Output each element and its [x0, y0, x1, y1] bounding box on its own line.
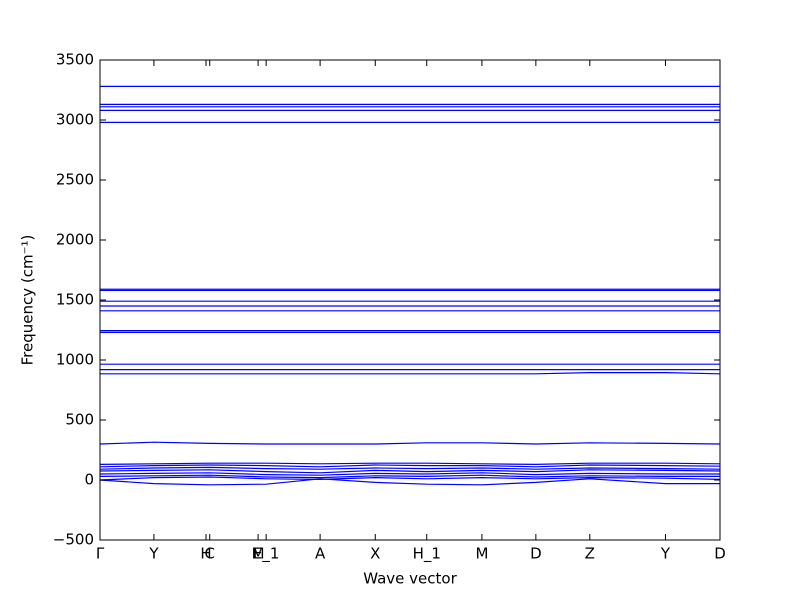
band-line [99, 472, 720, 476]
y-tick-label: −500 [53, 531, 94, 549]
x-tick-label: Γ [96, 545, 105, 563]
band-line [99, 466, 721, 470]
x-tick-label: M [252, 545, 265, 563]
band-line [99, 478, 720, 486]
x-axis-label: Wave vector [363, 570, 457, 588]
band-line [99, 462, 721, 466]
x-tick-label: Y [660, 545, 671, 563]
x-tick-label: Y [148, 545, 159, 563]
x-tick-label: D [530, 545, 542, 563]
band-line [99, 476, 721, 481]
y-tick-label: 3000 [56, 111, 94, 129]
x-tick-label: E_1 [253, 545, 280, 564]
plot-frame [99, 59, 721, 541]
y-tick-label: 2500 [56, 171, 94, 189]
x-tick-label: X [370, 545, 380, 563]
y-tick-label: 1500 [56, 291, 94, 309]
x-tick-label: M [475, 545, 488, 563]
x-tick-label: C [204, 545, 214, 563]
band-line [99, 474, 720, 479]
y-tick-label: 0 [84, 471, 94, 489]
band-line [99, 464, 721, 468]
x-tick-label: H [200, 545, 211, 563]
y-tick-label: 3500 [56, 51, 94, 69]
x-tick-label: Z [585, 545, 595, 563]
y-tick-label: 2000 [56, 231, 94, 249]
band-line [99, 469, 721, 474]
x-tick-label: D [714, 545, 726, 563]
y-tick-label: 500 [65, 411, 94, 429]
x-tick-label: A [315, 545, 326, 563]
y-axis-label: Frequency (cm⁻¹) [19, 235, 37, 366]
band-line [100, 372, 721, 375]
y-tick-label: 1000 [56, 351, 94, 369]
band-line [99, 441, 721, 445]
x-tick-label: H_1 [413, 545, 441, 564]
